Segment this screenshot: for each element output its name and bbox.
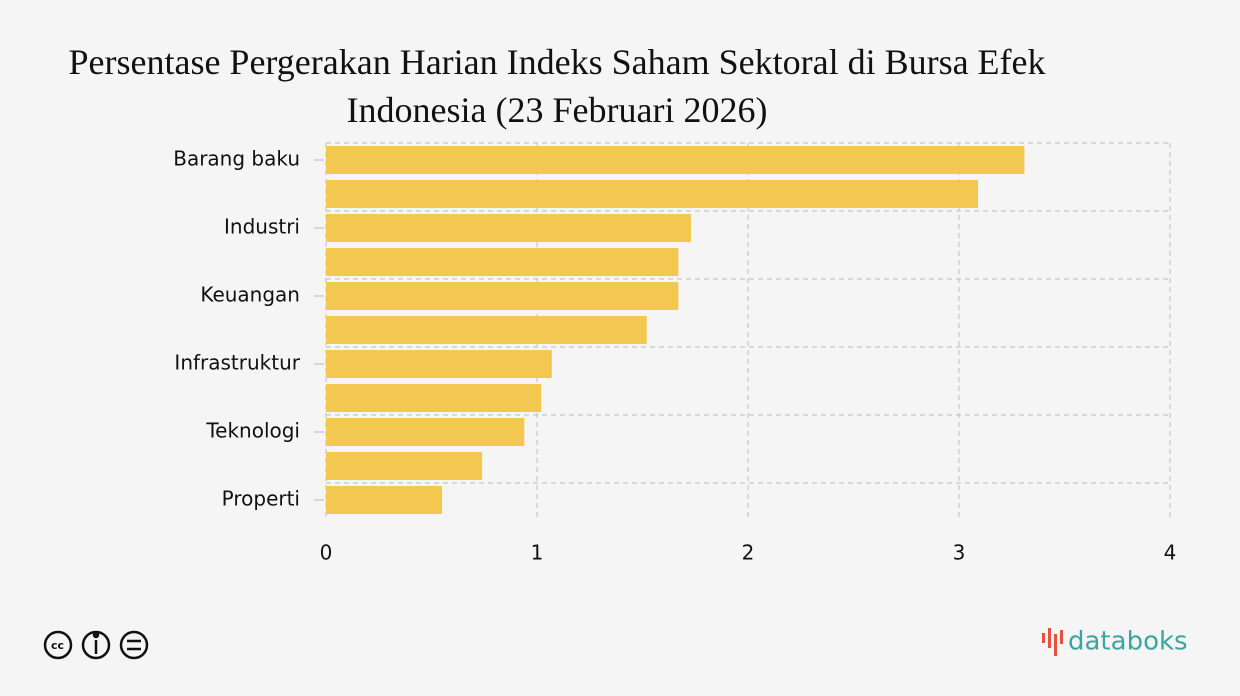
bar xyxy=(326,350,552,378)
y-tick-label: Industri xyxy=(224,215,300,239)
bar xyxy=(326,452,483,480)
chart-title: Persentase Pergerakan Harian Indeks Saha… xyxy=(68,42,1046,130)
bar xyxy=(326,418,525,446)
x-tick-label: 2 xyxy=(742,541,755,565)
bar xyxy=(326,316,647,344)
bar xyxy=(326,282,679,310)
bar xyxy=(326,248,679,276)
x-tick-label: 0 xyxy=(320,541,333,565)
y-tick-label: Teknologi xyxy=(205,419,300,443)
y-tick-label: Barang baku xyxy=(173,147,300,171)
y-tick-label: Keuangan xyxy=(200,283,300,307)
brand-icon xyxy=(1042,628,1063,656)
bar xyxy=(326,384,542,412)
license-icons xyxy=(43,630,149,660)
cc-text: cc xyxy=(51,639,64,652)
y-tick-label: Infrastruktur xyxy=(174,351,300,375)
bar xyxy=(326,214,692,242)
bar xyxy=(326,146,1025,174)
bar xyxy=(326,486,443,514)
x-tick-label: 1 xyxy=(531,541,544,565)
y-tick-label: Properti xyxy=(222,487,300,511)
bar xyxy=(326,180,978,208)
x-tick-label: 3 xyxy=(953,541,966,565)
brand: databoks xyxy=(1068,627,1188,657)
x-tick-label: 4 xyxy=(1164,541,1177,565)
